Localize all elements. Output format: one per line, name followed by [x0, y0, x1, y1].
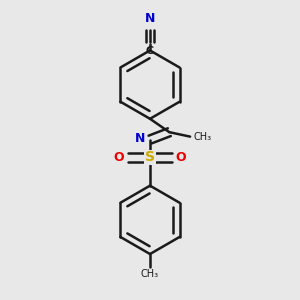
Text: CH₃: CH₃ [193, 132, 211, 142]
Text: C: C [146, 46, 154, 56]
Text: S: S [145, 150, 155, 164]
Text: O: O [113, 151, 124, 164]
Text: N: N [145, 12, 155, 25]
Text: CH₃: CH₃ [141, 269, 159, 279]
Text: O: O [176, 151, 187, 164]
Text: N: N [135, 132, 146, 145]
